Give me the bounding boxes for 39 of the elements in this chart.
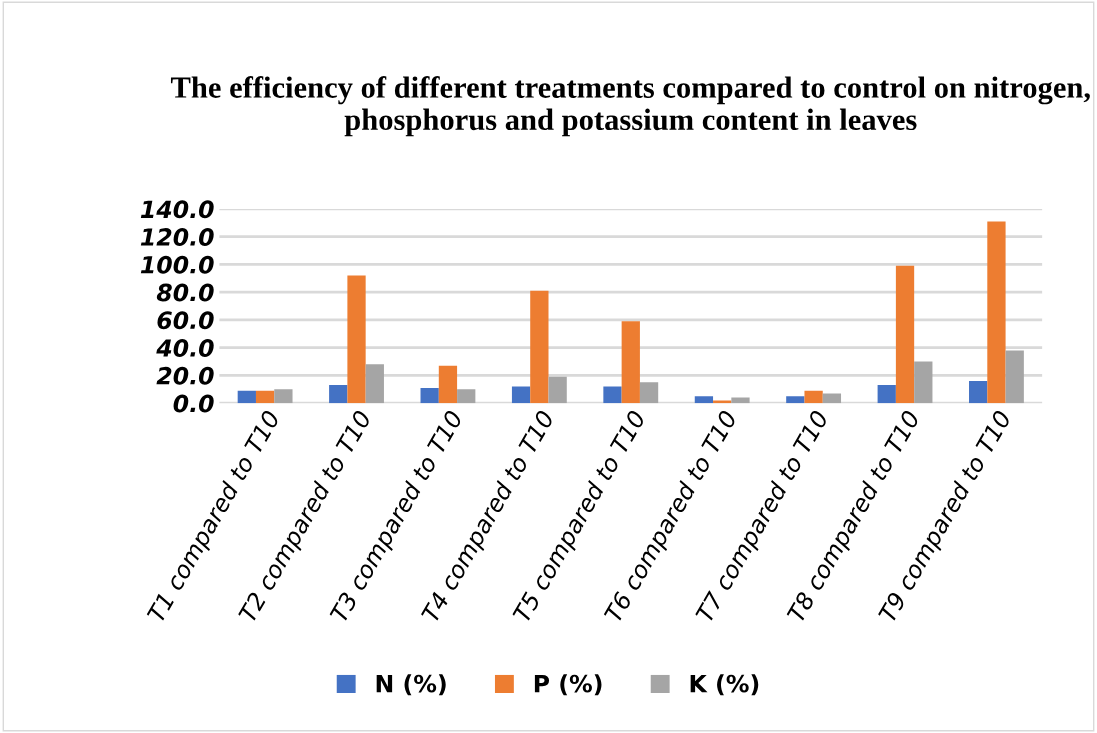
bar [365,364,384,404]
bar [255,390,275,404]
bar [511,386,531,404]
bar [274,389,293,404]
bar [548,376,567,404]
legend-label: K (%) [690,674,759,696]
legend-label: N (%) [376,674,446,696]
y-tick-label: 40.0 [156,339,214,357]
y-tick-label: 60.0 [157,311,214,330]
y-tick-label: 0.0 [173,394,214,413]
bar [822,393,842,404]
bar [804,390,823,404]
bar [1005,350,1024,404]
bar [420,387,439,404]
y-tick-label: 120.0 [140,228,214,246]
bar [987,221,1006,404]
chart-title: The efficiency of different treatments compared to control on nitrogen, phosphorus and potassium content in leaves [170,76,1090,137]
bar [786,396,805,404]
y-tick-label: 80.0 [156,283,214,302]
bar [895,265,915,404]
bar [914,361,933,404]
bar [731,397,750,404]
bar [969,380,988,404]
bar [877,385,896,404]
bar [621,321,640,404]
bar [438,365,458,404]
y-tick-label: 140.0 [140,200,214,219]
bar [530,290,549,404]
bar [694,396,714,404]
bar [603,386,622,404]
bar [457,389,476,404]
bar [329,385,348,404]
bar [639,382,659,404]
y-tick-label: 100.0 [140,255,214,274]
bar [237,390,256,404]
bar [347,275,366,404]
bar [713,400,732,404]
legend-label: P (%) [534,674,602,696]
y-tick-label: 20.0 [156,366,214,385]
